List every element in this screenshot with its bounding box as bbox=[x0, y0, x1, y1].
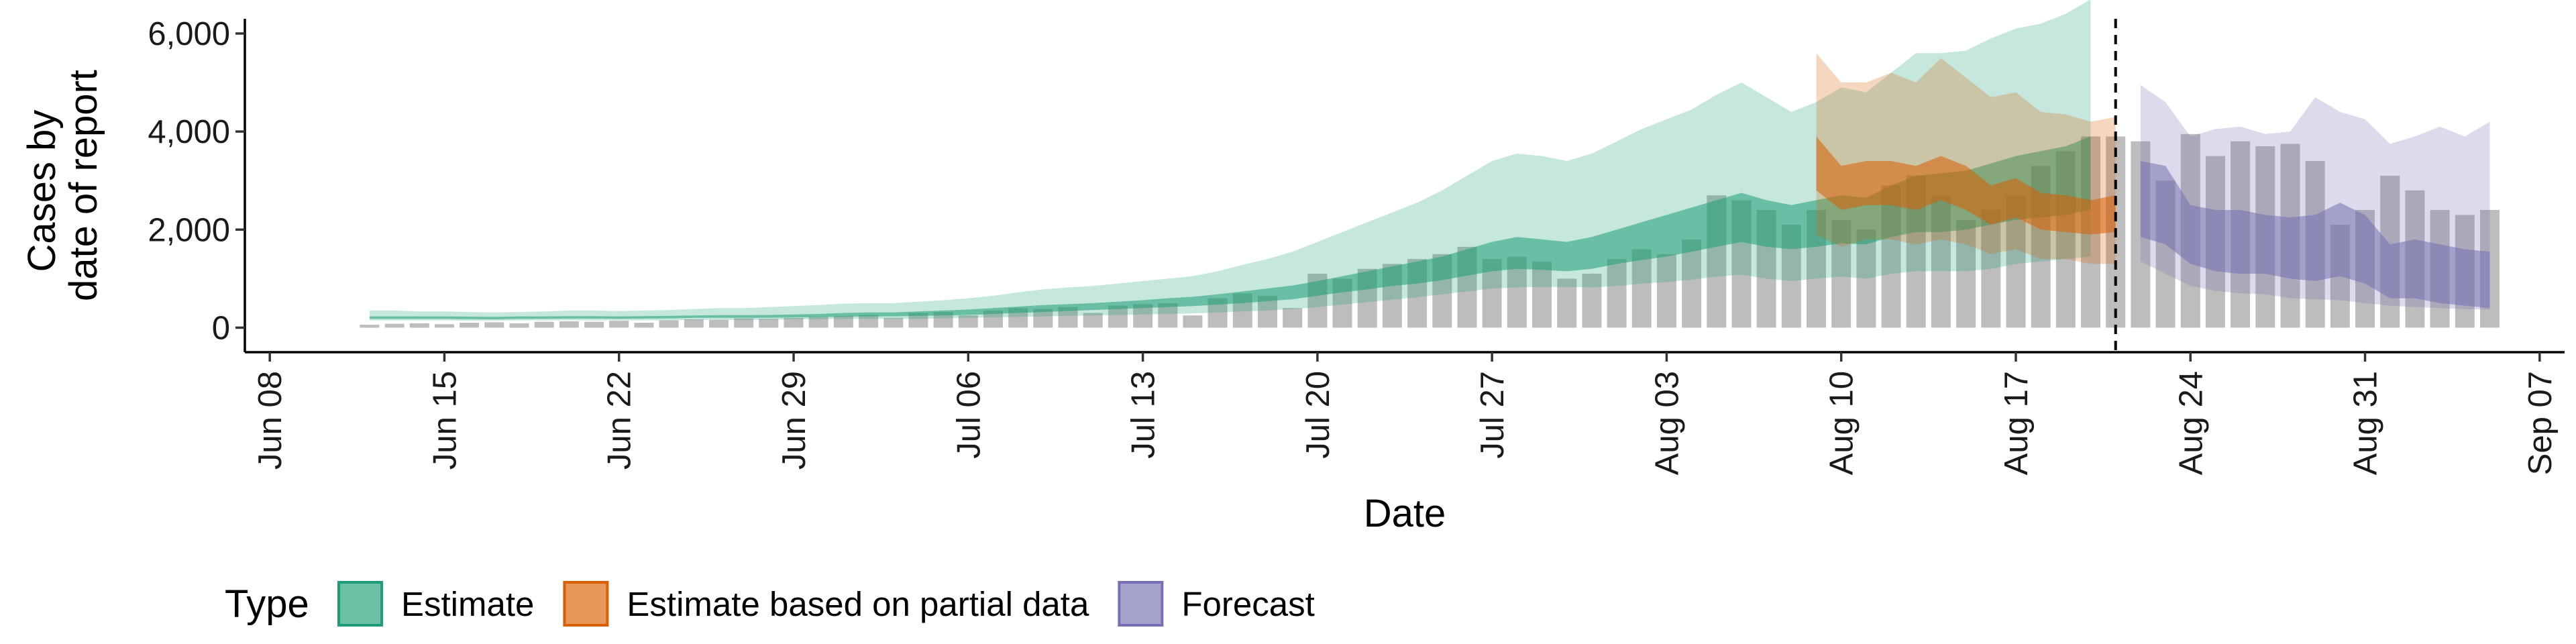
y-tick-label: 0 bbox=[212, 310, 230, 346]
y-tick-label: 2,000 bbox=[148, 212, 230, 248]
case-bar bbox=[509, 323, 529, 328]
x-tick-label: Jun 29 bbox=[776, 371, 812, 470]
case-bar bbox=[833, 315, 853, 328]
case-bar bbox=[1682, 239, 1702, 328]
case-bar bbox=[1083, 313, 1103, 328]
x-tick-label: Jul 13 bbox=[1126, 371, 1162, 459]
x-axis: Jun 08 Jun 15 Jun 22 Jun 29 Jul 06 Jul 13 Jul … bbox=[245, 351, 2565, 475]
legend-key-forecast bbox=[1118, 581, 1164, 627]
case-bar bbox=[883, 317, 904, 328]
case-bar bbox=[808, 317, 828, 328]
case-bar bbox=[1108, 305, 1128, 328]
x-tick-label: Aug 03 bbox=[1649, 371, 1685, 475]
case-bar bbox=[709, 319, 729, 328]
legend-label-estimate: Estimate bbox=[401, 585, 534, 623]
case-bar bbox=[958, 315, 978, 328]
case-bar bbox=[784, 317, 804, 328]
case-bar bbox=[1183, 315, 1203, 328]
case-bar bbox=[584, 321, 604, 328]
x-tick-label: Aug 10 bbox=[1824, 371, 1860, 475]
case-bar bbox=[435, 324, 454, 328]
case-bar bbox=[559, 321, 579, 328]
x-tick-label: Jul 27 bbox=[1474, 371, 1511, 459]
x-tick-label: Aug 24 bbox=[2173, 371, 2209, 475]
x-tick-label: Jul 06 bbox=[951, 371, 987, 459]
case-bar bbox=[908, 313, 928, 328]
case-bar bbox=[659, 320, 679, 328]
legend-label-estimate-based-on-partial-data: Estimate based on partial data bbox=[627, 585, 1089, 623]
y-tick-label: 4,000 bbox=[148, 114, 230, 150]
case-bar bbox=[1607, 259, 1627, 328]
legend-key-estimate-based-on-partial-data bbox=[563, 581, 609, 627]
x-tick-label: Aug 31 bbox=[2348, 371, 2384, 475]
estimate-bands bbox=[369, 0, 2490, 321]
case-bar bbox=[384, 323, 405, 328]
case-bar bbox=[1631, 249, 1652, 328]
case-bar bbox=[1532, 261, 1552, 328]
case-bar bbox=[460, 323, 480, 328]
case-bar bbox=[360, 325, 380, 328]
x-tick-label: Aug 17 bbox=[1998, 371, 2035, 475]
case-bar bbox=[1582, 274, 1602, 328]
legend-title: Type bbox=[225, 582, 309, 626]
y-axis-title-line-2: date of report bbox=[62, 70, 105, 301]
case-bar bbox=[1956, 219, 1976, 328]
case-bar bbox=[409, 323, 429, 328]
x-tick-label: Jun 22 bbox=[602, 371, 638, 470]
case-bar bbox=[859, 315, 879, 328]
case-bar bbox=[534, 321, 554, 328]
case-bar bbox=[609, 321, 629, 328]
case-bar bbox=[484, 322, 504, 328]
legend: Type Estimate Estimate based on partial d… bbox=[225, 581, 1315, 627]
case-bar bbox=[1981, 210, 2001, 328]
legend-label-forecast: Forecast bbox=[1181, 585, 1314, 623]
case-bar bbox=[684, 319, 704, 328]
x-tick-label: Jul 20 bbox=[1300, 371, 1336, 459]
y-axis-title-line-1: Cases by bbox=[20, 110, 64, 272]
case-bar bbox=[634, 323, 654, 328]
estimate-based-on-partial-data-inner-band bbox=[1816, 136, 2116, 235]
case-bar bbox=[1557, 278, 1577, 328]
x-tick-label: Jun 15 bbox=[427, 371, 463, 470]
estimate-inner-band bbox=[369, 136, 2091, 319]
legend-key-estimate bbox=[337, 581, 383, 627]
x-tick-label: Sep 07 bbox=[2522, 371, 2559, 475]
case-bar bbox=[1856, 229, 1876, 328]
case-bar bbox=[1656, 254, 1676, 328]
case-bar bbox=[734, 318, 754, 328]
y-tick-label: 6,000 bbox=[148, 16, 230, 52]
case-bar bbox=[1283, 308, 1303, 328]
case-bar bbox=[759, 319, 779, 328]
x-tick-label: Jun 08 bbox=[252, 371, 288, 470]
case-bar bbox=[933, 312, 953, 328]
y-axis: 0 2,000 4,000 6,000 bbox=[148, 16, 246, 352]
x-axis-title: Date bbox=[1364, 492, 1446, 535]
y-axis-title: Cases by date of report bbox=[20, 70, 105, 301]
forecast-inner-band bbox=[2140, 161, 2490, 309]
